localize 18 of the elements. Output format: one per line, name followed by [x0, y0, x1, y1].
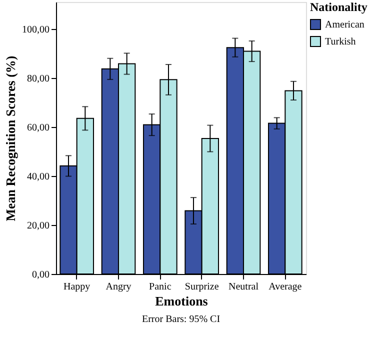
y-tick-label: 0,00 [32, 270, 50, 280]
x-tick-label: Panic [149, 282, 172, 292]
x-axis-title: Emotions [155, 294, 208, 308]
legend-title: Nationality [310, 0, 368, 14]
legend-label: American [325, 20, 364, 30]
x-tick-label: Angry [106, 282, 132, 292]
legend-label: Turkish [325, 36, 356, 48]
y-axis-title: Mean Recognition Scores (%) [3, 56, 18, 222]
y-tick-label: 100,00 [22, 24, 50, 36]
x-tick-label: Neutral [228, 282, 259, 292]
y-tick-label: 80,00 [27, 73, 50, 84]
text: Error Bars: 95% CI [142, 314, 220, 325]
y-tick-label: 20,00 [27, 220, 50, 232]
y-tick-label: 60,00 [27, 122, 50, 134]
y-tick-label: 40,00 [27, 171, 50, 182]
x-tick-label: Surprize [184, 282, 220, 292]
x-tick-label: Average [268, 282, 302, 292]
x-tick-label: Happy [63, 282, 90, 292]
